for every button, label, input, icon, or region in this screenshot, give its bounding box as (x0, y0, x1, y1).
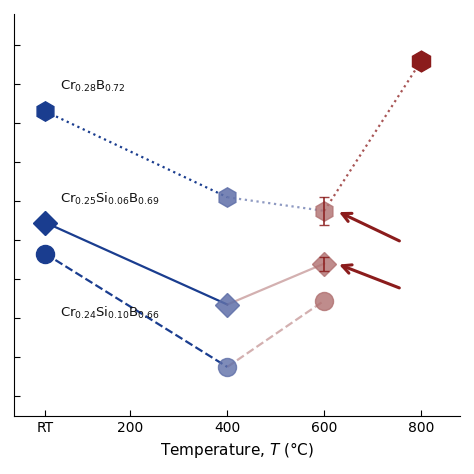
Text: Cr$_{0.25}$Si$_{0.06}$B$_{0.69}$: Cr$_{0.25}$Si$_{0.06}$B$_{0.69}$ (60, 191, 160, 207)
X-axis label: Temperature, $T$ (°C): Temperature, $T$ (°C) (160, 440, 314, 460)
Text: Cr$_{0.24}$Si$_{0.10}$B$_{0.66}$: Cr$_{0.24}$Si$_{0.10}$B$_{0.66}$ (60, 304, 160, 320)
Text: Cr$_{0.28}$B$_{0.72}$: Cr$_{0.28}$B$_{0.72}$ (60, 79, 126, 94)
